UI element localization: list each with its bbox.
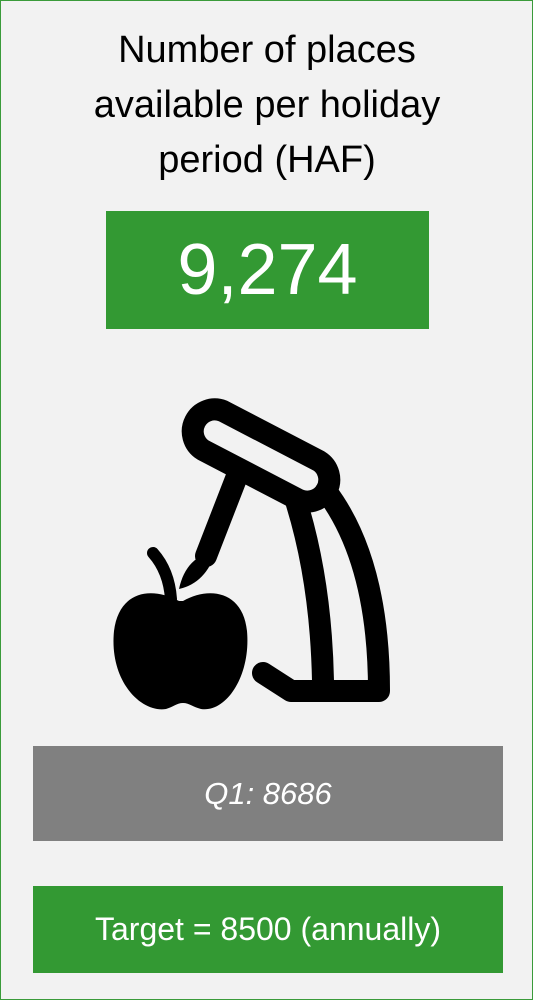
card-title: Number of places available per holiday p… (93, 29, 441, 181)
previous-quarter: Q1: 8686 (33, 746, 503, 841)
target: Target = 8500 (annually) (33, 886, 503, 973)
card: Number of places available per holiday p… (0, 0, 533, 1000)
headline-value: 9,274 (106, 211, 429, 329)
lunch-bag-icon (113, 398, 390, 710)
